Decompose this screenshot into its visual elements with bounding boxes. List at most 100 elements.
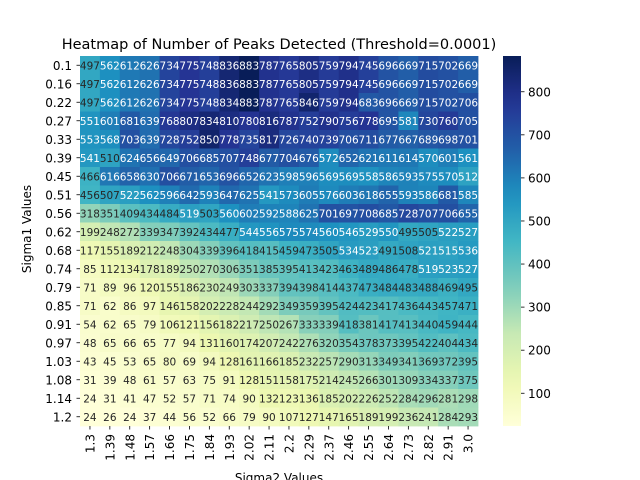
heatmap-cell xyxy=(418,56,439,75)
cell-value: 562 xyxy=(100,60,120,72)
heatmap-cell xyxy=(239,93,260,112)
cell-value: 488 xyxy=(418,282,438,294)
cell-value: 398 xyxy=(299,282,319,294)
cell-value: 696 xyxy=(378,60,398,72)
cell-value: 715 xyxy=(418,79,438,91)
cell-value: 706 xyxy=(179,153,199,165)
heatmap-cell xyxy=(119,167,141,186)
cell-value: 232 xyxy=(299,356,319,368)
heatmap-cell xyxy=(398,222,419,242)
heatmap-cell xyxy=(298,333,320,353)
heatmap-cell xyxy=(239,185,260,205)
cell-value: 536 xyxy=(458,245,478,257)
heatmap-cell xyxy=(378,93,399,112)
heatmap-cell xyxy=(398,167,419,186)
heatmap-cell xyxy=(80,352,101,371)
cell-value: 836 xyxy=(219,79,239,91)
heatmap-cell xyxy=(199,204,220,223)
cell-value: 359 xyxy=(299,301,319,313)
cell-value: 706 xyxy=(438,208,458,220)
heatmap-cell xyxy=(378,241,399,260)
cell-value: 626 xyxy=(140,79,160,91)
cell-value: 351 xyxy=(239,264,259,276)
heatmap-cell xyxy=(80,185,101,205)
heatmap-cell xyxy=(318,222,340,242)
cell-value: 248 xyxy=(100,227,120,239)
y-tick-label: 1.03 xyxy=(45,355,72,369)
cell-value: 701 xyxy=(458,134,478,146)
cell-value: 473 xyxy=(359,282,379,294)
heatmap-cell xyxy=(159,407,180,427)
heatmap-cell xyxy=(199,74,220,94)
heatmap-cell xyxy=(358,93,379,112)
x-tick-label: 2.64 xyxy=(382,434,396,461)
cell-value: 185 xyxy=(319,393,339,405)
cell-value: 702 xyxy=(438,60,458,72)
heatmap-cell xyxy=(358,222,379,242)
heatmap-cell xyxy=(298,130,320,149)
cell-value: 320 xyxy=(319,338,339,350)
heatmap-cell xyxy=(159,148,180,168)
heatmap-cell xyxy=(119,296,141,316)
heatmap-cell xyxy=(179,130,200,149)
cell-value: 266 xyxy=(359,375,379,387)
cell-value: 588 xyxy=(279,208,299,220)
heatmap-cell xyxy=(279,93,300,112)
cell-value: 469 xyxy=(438,282,458,294)
cell-value: 652 xyxy=(239,171,259,183)
heatmap-cell xyxy=(219,74,240,94)
heatmap-cell xyxy=(119,352,141,371)
cell-value: 544 xyxy=(239,227,259,239)
cell-value: 558 xyxy=(359,171,379,183)
heatmap-cell xyxy=(279,407,300,427)
cell-value: 510 xyxy=(100,153,120,165)
heatmap-cell xyxy=(458,389,479,408)
cell-value: 669 xyxy=(398,79,418,91)
cell-value: 676 xyxy=(299,153,319,165)
cell-value: 483 xyxy=(398,282,418,294)
heatmap-cell xyxy=(438,352,459,371)
cell-value: 752 xyxy=(299,116,319,128)
cell-value: 706 xyxy=(160,171,180,183)
cell-value: 702 xyxy=(438,79,458,91)
cell-value: 97 xyxy=(143,301,156,313)
cell-value: 486 xyxy=(378,264,398,276)
heatmap-cell xyxy=(159,296,180,316)
heatmap-cell xyxy=(239,370,260,390)
heatmap-cell xyxy=(279,259,300,279)
cell-value: 775 xyxy=(179,97,199,109)
heatmap-cell xyxy=(418,111,439,131)
heatmap-cell xyxy=(199,407,220,427)
heatmap-cell xyxy=(179,333,200,353)
cell-value: 313 xyxy=(359,356,379,368)
cell-value: 748 xyxy=(199,79,219,91)
heatmap-cell xyxy=(199,222,220,242)
heatmap-cell xyxy=(159,74,180,94)
heatmap-cell xyxy=(398,370,419,390)
heatmap-cell xyxy=(458,370,479,390)
cell-value: 155 xyxy=(100,245,120,257)
cell-value: 395 xyxy=(398,338,418,350)
cell-value: 121 xyxy=(179,319,199,331)
cell-value: 765 xyxy=(279,60,299,72)
cell-value: 186 xyxy=(179,282,199,294)
heatmap-cell xyxy=(139,111,160,131)
cell-value: 166 xyxy=(259,356,279,368)
heatmap-cell xyxy=(298,204,320,223)
cell-value: 120 xyxy=(140,282,160,294)
heatmap-cell xyxy=(318,74,340,94)
heatmap-cell xyxy=(298,315,320,334)
cell-value: 127 xyxy=(299,412,319,424)
cell-value: 228 xyxy=(219,301,239,313)
heatmap-cell xyxy=(80,370,101,390)
heatmap-cell xyxy=(99,389,121,408)
cell-value: 586 xyxy=(418,190,438,202)
cell-value: 62 xyxy=(103,319,116,331)
heatmap-cell xyxy=(338,111,359,131)
cell-value: 466 xyxy=(80,171,100,183)
heatmap-cell xyxy=(358,370,379,390)
heatmap-cell xyxy=(239,111,260,131)
y-tick-label: 0.22 xyxy=(45,96,72,110)
heatmap-cell xyxy=(318,259,340,279)
cell-value: 671 xyxy=(179,171,199,183)
